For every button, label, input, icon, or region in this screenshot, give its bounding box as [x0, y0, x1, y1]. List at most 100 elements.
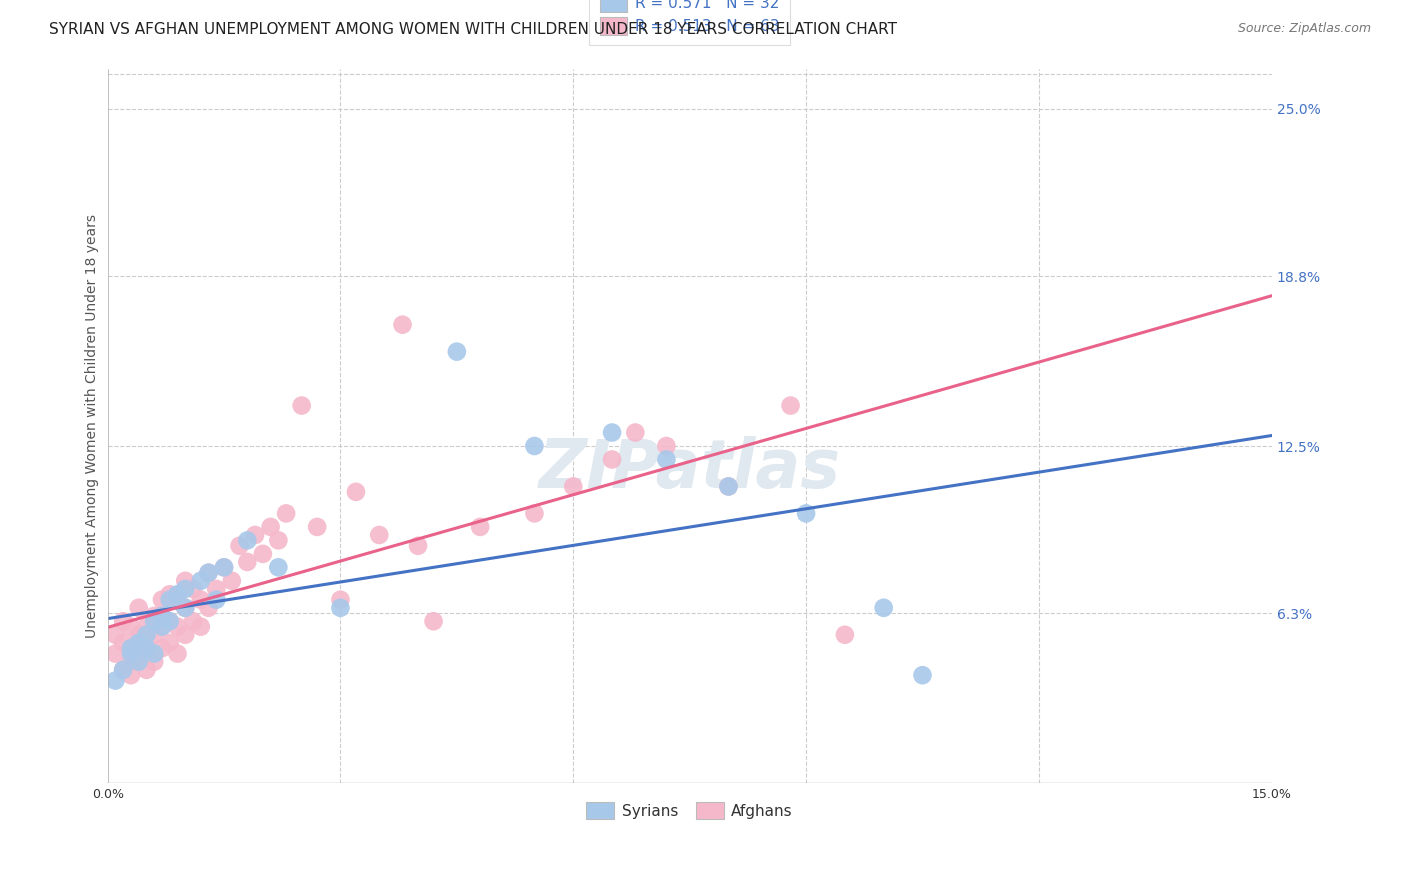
- Point: [197, 566, 219, 580]
- Point: [190, 620, 212, 634]
- Point: [135, 628, 157, 642]
- Point: [150, 592, 173, 607]
- Point: [150, 620, 173, 634]
- Point: [120, 641, 142, 656]
- Point: [128, 600, 150, 615]
- Text: ZIPatlas: ZIPatlas: [538, 435, 841, 501]
- Point: [406, 539, 429, 553]
- Point: [624, 425, 647, 440]
- Point: [135, 663, 157, 677]
- Point: [267, 533, 290, 548]
- Point: [190, 574, 212, 588]
- Point: [143, 647, 166, 661]
- Point: [600, 452, 623, 467]
- Point: [174, 574, 197, 588]
- Point: [143, 655, 166, 669]
- Point: [344, 484, 367, 499]
- Point: [212, 560, 235, 574]
- Point: [159, 614, 181, 628]
- Point: [779, 399, 801, 413]
- Point: [911, 668, 934, 682]
- Point: [329, 600, 352, 615]
- Point: [212, 560, 235, 574]
- Point: [128, 636, 150, 650]
- Point: [174, 582, 197, 596]
- Point: [523, 439, 546, 453]
- Point: [128, 655, 150, 669]
- Point: [120, 641, 142, 656]
- Point: [368, 528, 391, 542]
- Point: [873, 600, 896, 615]
- Text: Source: ZipAtlas.com: Source: ZipAtlas.com: [1237, 22, 1371, 36]
- Point: [104, 628, 127, 642]
- Point: [205, 582, 228, 596]
- Point: [276, 507, 298, 521]
- Point: [135, 620, 157, 634]
- Point: [228, 539, 250, 553]
- Point: [159, 592, 181, 607]
- Point: [221, 574, 243, 588]
- Point: [174, 628, 197, 642]
- Point: [717, 479, 740, 493]
- Point: [143, 614, 166, 628]
- Point: [655, 439, 678, 453]
- Point: [181, 582, 204, 596]
- Point: [422, 614, 444, 628]
- Point: [128, 647, 150, 661]
- Point: [166, 592, 188, 607]
- Point: [159, 636, 181, 650]
- Point: [135, 641, 157, 656]
- Point: [166, 620, 188, 634]
- Point: [468, 520, 491, 534]
- Point: [655, 452, 678, 467]
- Point: [291, 399, 314, 413]
- Point: [128, 628, 150, 642]
- Point: [329, 592, 352, 607]
- Point: [236, 533, 259, 548]
- Point: [104, 673, 127, 688]
- Point: [252, 547, 274, 561]
- Point: [112, 636, 135, 650]
- Point: [197, 600, 219, 615]
- Point: [259, 520, 281, 534]
- Point: [562, 479, 585, 493]
- Point: [120, 655, 142, 669]
- Point: [446, 344, 468, 359]
- Point: [236, 555, 259, 569]
- Point: [143, 608, 166, 623]
- Point: [120, 647, 142, 661]
- Point: [112, 614, 135, 628]
- Text: SYRIAN VS AFGHAN UNEMPLOYMENT AMONG WOMEN WITH CHILDREN UNDER 18 YEARS CORRELATI: SYRIAN VS AFGHAN UNEMPLOYMENT AMONG WOME…: [49, 22, 897, 37]
- Point: [120, 620, 142, 634]
- Legend: Syrians, Afghans: Syrians, Afghans: [581, 796, 799, 825]
- Point: [205, 592, 228, 607]
- Point: [181, 614, 204, 628]
- Point: [197, 566, 219, 580]
- Point: [391, 318, 413, 332]
- Point: [600, 425, 623, 440]
- Point: [307, 520, 329, 534]
- Point: [174, 600, 197, 615]
- Point: [267, 560, 290, 574]
- Point: [794, 507, 817, 521]
- Point: [120, 668, 142, 682]
- Point: [150, 620, 173, 634]
- Point: [104, 647, 127, 661]
- Point: [159, 587, 181, 601]
- Point: [112, 663, 135, 677]
- Point: [112, 663, 135, 677]
- Point: [717, 479, 740, 493]
- Point: [166, 647, 188, 661]
- Point: [834, 628, 856, 642]
- Point: [150, 641, 173, 656]
- Y-axis label: Unemployment Among Women with Children Under 18 years: Unemployment Among Women with Children U…: [86, 214, 100, 638]
- Point: [523, 507, 546, 521]
- Point: [135, 641, 157, 656]
- Point: [150, 608, 173, 623]
- Point: [166, 587, 188, 601]
- Point: [143, 628, 166, 642]
- Point: [243, 528, 266, 542]
- Point: [174, 600, 197, 615]
- Point: [159, 614, 181, 628]
- Point: [190, 592, 212, 607]
